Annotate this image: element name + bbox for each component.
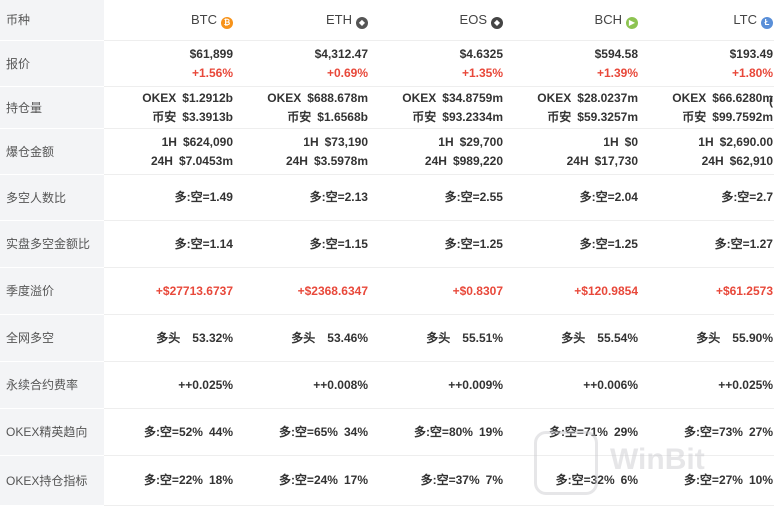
price-cell: $61,899 +1.56% — [104, 40, 239, 87]
net-cell: 多头 55.54% — [509, 314, 644, 362]
pos-index-cell: 多:空=37% 7% — [374, 455, 509, 506]
liquidation-cell: 1H $29,700 24H $989,220 — [374, 128, 509, 175]
pos-index-cell: 多:空=22% 18% — [104, 455, 239, 506]
position-cell: OKEX $28.0237m 币安 $59.3257m — [509, 86, 644, 129]
row-label-position: 持仓量 — [0, 86, 104, 129]
price-value: $61,899 — [189, 46, 233, 61]
elite-cell: 多:空=73% 27% — [644, 408, 774, 456]
funding-cell: ++0.006% — [509, 361, 644, 409]
ltc-icon: Ł — [761, 16, 773, 29]
premium-cell: +$0.8307 — [374, 267, 509, 315]
row-label-net: 全网多空 — [0, 314, 104, 362]
funding-cell: ++0.025% — [104, 361, 239, 409]
row-label-funding: 永续合约费率 — [0, 361, 104, 409]
premium-cell: +$27713.6737 — [104, 267, 239, 315]
position-cell: OKEX $66.6280m 币安 $99.7592m — [644, 86, 774, 129]
liquidation-cell: 1H $624,090 24H $7.0453m — [104, 128, 239, 175]
price-value: $4,312.47 — [314, 46, 368, 61]
price-change: +0.69% — [326, 65, 368, 80]
ls-people-cell: 多:空=2.7 — [644, 174, 774, 221]
pos-index-cell: 多:空=32% 6% — [509, 455, 644, 506]
header-row: 币种 BTC ₿ ETH ◆ EOS ◆ BCH ▶ LTC Ł — [0, 0, 774, 41]
eos-icon: ◆ — [491, 16, 503, 29]
liquidation-cell: 1H $0 24H $17,730 — [509, 128, 644, 175]
premium-row: 季度溢价 +$27713.6737 +$2368.6347 +$0.8307 +… — [0, 267, 774, 315]
coin-header-eos[interactable]: EOS ◆ — [374, 0, 509, 41]
ls-people-cell: 多:空=2.55 — [374, 174, 509, 221]
coin-header-bch[interactable]: BCH ▶ — [509, 0, 644, 41]
pos-index-row: OKEX持仓指标 多:空=22% 18% 多:空=24% 17% 多:空=37% 7%… — [0, 455, 774, 506]
ls-amount-cell: 多:空=1.14 — [104, 220, 239, 268]
elite-cell: 多:空=80% 19% — [374, 408, 509, 456]
net-row: 全网多空 多头 53.32% 多头 53.46% 多头 55.51% 多头 55.54%… — [0, 314, 774, 362]
row-label-ls-people: 多空人数比 — [0, 174, 104, 221]
pos-index-cell: 多:空=24% 17% — [239, 455, 374, 506]
pos-index-cell: 多:空=27% 10% — [644, 455, 774, 506]
elite-cell: 多:空=65% 34% — [239, 408, 374, 456]
price-value: $594.58 — [594, 46, 638, 61]
premium-cell: +$61.2573 — [644, 267, 774, 315]
price-cell: $4.6325 +1.35% — [374, 40, 509, 87]
position-row: 持仓量 OKEX $1.2912b 币安 $3.3913b OKEX $688.678m… — [0, 86, 774, 129]
ls-people-row: 多空人数比 多:空=1.49 多:空=2.13 多:空=2.55 多:空=2.0… — [0, 174, 774, 221]
price-change: +1.80% — [731, 65, 773, 80]
price-cell: $594.58 +1.39% — [509, 40, 644, 87]
row-label-liquidation: 爆仓金额 — [0, 128, 104, 175]
row-label-premium: 季度溢价 — [0, 267, 104, 315]
funding-cell: ++0.009% — [374, 361, 509, 409]
ls-amount-row: 实盘多空金额比 多:空=1.14 多:空=1.15 多:空=1.25 多:空=1… — [0, 220, 774, 268]
row-label-price: 报价 — [0, 40, 104, 87]
liquidation-row: 爆仓金额 1H $624,090 24H $7.0453m 1H $73,190 24H $… — [0, 128, 774, 175]
liquidation-cell: 1H $2,690.00 24H $62,910 — [644, 128, 774, 175]
liquidation-cell: 1H $73,190 24H $3.5978m — [239, 128, 374, 175]
elite-cell: 多:空=71% 29% — [509, 408, 644, 456]
net-cell: 多头 53.32% — [104, 314, 239, 362]
clipped-column-text: ( — [769, 94, 773, 108]
ls-amount-cell: 多:空=1.15 — [239, 220, 374, 268]
net-cell: 多头 55.51% — [374, 314, 509, 362]
ls-amount-cell: 多:空=1.25 — [374, 220, 509, 268]
price-value: $4.6325 — [459, 46, 503, 61]
price-cell: $4,312.47 +0.69% — [239, 40, 374, 87]
ls-amount-cell: 多:空=1.27 — [644, 220, 774, 268]
position-cell: OKEX $34.8759m 币安 $93.2334m — [374, 86, 509, 129]
premium-cell: +$120.9854 — [509, 267, 644, 315]
price-change: +1.35% — [461, 65, 503, 80]
premium-cell: +$2368.6347 — [239, 267, 374, 315]
coin-header-eth[interactable]: ETH ◆ — [239, 0, 374, 41]
price-value: $193.49 — [729, 46, 773, 61]
btc-icon: ₿ — [221, 16, 233, 29]
elite-row: OKEX精英趋向 多:空=52% 44% 多:空=65% 34% 多:空=80% 19… — [0, 408, 774, 456]
row-label-pos-index: OKEX持仓指标 — [0, 455, 104, 506]
position-cell: OKEX $688.678m 币安 $1.6568b — [239, 86, 374, 129]
row-label-ls-amount: 实盘多空金额比 — [0, 220, 104, 268]
ls-people-cell: 多:空=2.04 — [509, 174, 644, 221]
funding-cell: ++0.025% — [644, 361, 774, 409]
coin-header-ltc[interactable]: LTC Ł — [644, 0, 774, 41]
row-label-elite: OKEX精英趋向 — [0, 408, 104, 456]
funding-row: 永续合约费率 ++0.025% ++0.008% ++0.009% ++0.00… — [0, 361, 774, 409]
coin-header-btc[interactable]: BTC ₿ — [104, 0, 239, 41]
funding-cell: ++0.008% — [239, 361, 374, 409]
position-cell: OKEX $1.2912b 币安 $3.3913b — [104, 86, 239, 129]
net-cell: 多头 55.90% — [644, 314, 774, 362]
price-change: +1.39% — [596, 65, 638, 80]
price-change: +1.56% — [191, 65, 233, 80]
net-cell: 多头 53.46% — [239, 314, 374, 362]
eth-icon: ◆ — [356, 16, 368, 29]
price-cell: $193.49 +1.80% — [644, 40, 774, 87]
bch-icon: ▶ — [626, 16, 638, 29]
price-row: 报价 $61,899 +1.56% $4,312.47 +0.69% $4.6325… — [0, 40, 774, 87]
ls-amount-cell: 多:空=1.25 — [509, 220, 644, 268]
ls-people-cell: 多:空=2.13 — [239, 174, 374, 221]
elite-cell: 多:空=52% 44% — [104, 408, 239, 456]
ls-people-cell: 多:空=1.49 — [104, 174, 239, 221]
coin-header-label: 币种 — [0, 0, 104, 41]
